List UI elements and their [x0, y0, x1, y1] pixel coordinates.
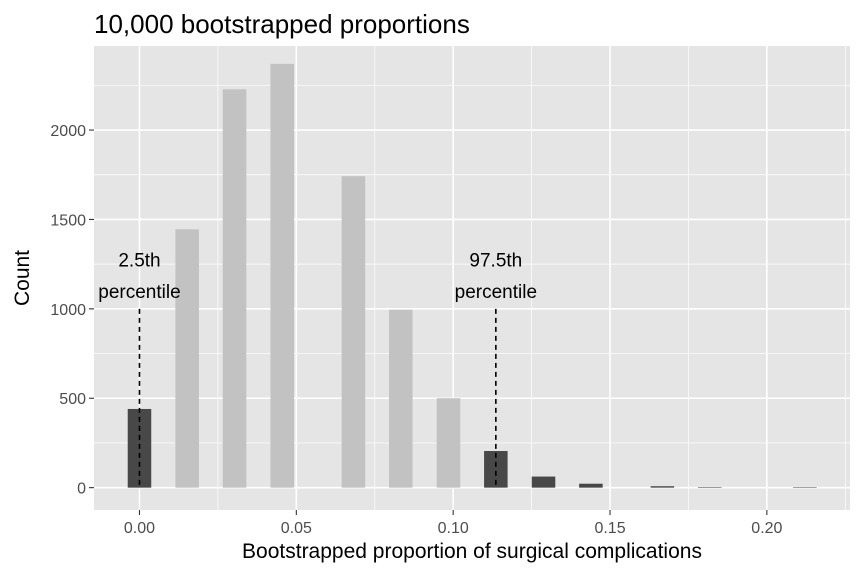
y-axis-label: Count — [11, 250, 34, 306]
bars-group — [127, 63, 817, 488]
minor-gridlines — [94, 46, 850, 510]
central-bar — [222, 89, 247, 488]
x-tick-label: 0.20 — [751, 520, 782, 537]
x-tick-label: 0.15 — [594, 520, 625, 537]
tail-bar — [793, 487, 817, 488]
x-axis: 0.00 0.05 0.10 0.15 0.20 — [124, 510, 783, 537]
tail-bar — [531, 476, 556, 488]
central-bar — [270, 63, 294, 488]
y-tick-label: 1500 — [50, 212, 86, 229]
central-bar — [341, 176, 366, 488]
chart-title: 10,000 bootstrapped proportions — [94, 9, 470, 39]
major-gridlines — [94, 46, 850, 510]
y-tick-label: 0 — [77, 481, 86, 498]
x-tick-label: 0.00 — [124, 520, 155, 537]
percentile-label-line2: percentile — [98, 282, 180, 303]
plot-panel — [94, 46, 850, 510]
y-tick-label: 500 — [59, 391, 86, 408]
tail-bar — [650, 486, 675, 488]
central-bar — [175, 229, 199, 488]
y-tick-label: 2000 — [50, 123, 86, 140]
percentile-label-line1: 2.5th — [118, 251, 160, 272]
x-tick-label: 0.05 — [281, 520, 312, 537]
tail-bar — [484, 450, 508, 488]
y-tick-label: 1000 — [50, 302, 86, 319]
percentile-label-line1: 97.5th — [469, 251, 522, 272]
percentile-label-line2: percentile — [455, 282, 537, 303]
central-bar — [436, 398, 461, 488]
tail-bar — [579, 483, 603, 488]
y-axis: 0 500 1000 1500 2000 — [50, 123, 94, 498]
x-axis-label: Bootstrapped proportion of surgical comp… — [242, 540, 702, 563]
x-tick-label: 0.10 — [438, 520, 469, 537]
central-bar — [389, 309, 413, 488]
tail-bar — [698, 487, 722, 488]
percentile-annotations: 2.5th percentile 97.5th percentile — [98, 251, 537, 488]
